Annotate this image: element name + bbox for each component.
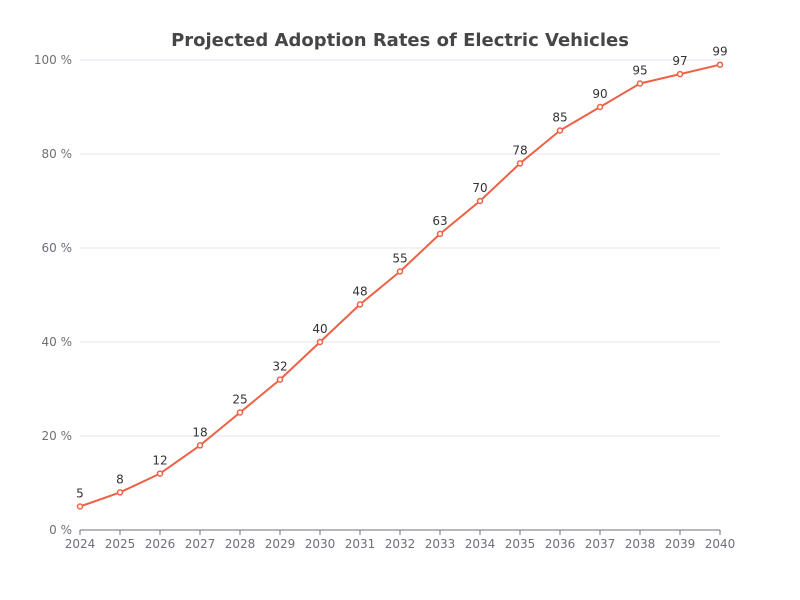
data-label: 70 xyxy=(472,181,487,195)
data-label: 85 xyxy=(552,111,567,125)
data-label: 99 xyxy=(712,45,727,59)
data-label: 25 xyxy=(232,393,247,407)
data-point xyxy=(396,268,404,275)
data-point xyxy=(556,127,564,134)
data-label: 97 xyxy=(672,54,687,68)
data-point xyxy=(636,80,644,87)
x-tick-label: 2037 xyxy=(585,537,616,551)
x-tick-label: 2030 xyxy=(305,537,336,551)
data-label: 63 xyxy=(432,214,447,228)
data-label: 48 xyxy=(352,284,367,298)
data-point xyxy=(356,301,364,308)
data-label: 90 xyxy=(592,87,607,101)
x-tick-label: 2038 xyxy=(625,537,656,551)
x-tick-label: 2039 xyxy=(665,537,696,551)
x-tick-label: 2031 xyxy=(345,537,376,551)
data-point xyxy=(76,503,84,510)
data-point xyxy=(436,230,444,238)
y-tick-label: 20 % xyxy=(42,429,73,443)
x-tick-label: 2035 xyxy=(505,537,536,551)
x-tick-label: 2028 xyxy=(225,537,256,551)
y-tick-label: 80 % xyxy=(42,147,73,161)
x-tick-label: 2029 xyxy=(265,537,296,551)
data-label: 12 xyxy=(152,454,167,468)
data-label: 55 xyxy=(392,252,407,266)
data-label: 8 xyxy=(116,472,124,486)
x-tick-label: 2024 xyxy=(65,537,96,551)
data-point xyxy=(276,376,284,383)
x-tick-label: 2034 xyxy=(465,537,496,551)
y-tick-label: 40 % xyxy=(42,335,73,349)
data-point xyxy=(156,470,164,477)
x-tick-label: 2026 xyxy=(145,537,176,551)
data-point xyxy=(476,197,484,205)
x-tick-label: 2025 xyxy=(105,537,136,551)
data-point xyxy=(196,442,204,449)
series-line xyxy=(79,63,721,508)
data-label: 5 xyxy=(76,487,84,501)
data-label: 95 xyxy=(632,64,647,78)
data-point xyxy=(116,489,124,496)
data-label: 18 xyxy=(192,425,207,439)
y-tick-label: 100 % xyxy=(34,53,72,67)
y-tick-label: 60 % xyxy=(42,241,73,255)
x-tick-label: 2032 xyxy=(385,537,416,551)
x-tick-label: 2033 xyxy=(425,537,456,551)
chart-title: Projected Adoption Rates of Electric Veh… xyxy=(171,30,629,51)
y-tick-label: 0 % xyxy=(49,523,72,537)
data-point xyxy=(236,409,244,416)
x-tick-label: 2040 xyxy=(705,537,736,551)
data-point xyxy=(676,70,684,78)
data-label: 40 xyxy=(312,322,327,336)
x-tick-label: 2036 xyxy=(545,537,576,551)
data-point xyxy=(516,160,524,167)
data-point xyxy=(316,338,324,346)
data-point xyxy=(716,61,724,68)
data-label: 78 xyxy=(512,143,527,157)
data-point xyxy=(596,103,604,111)
data-label: 32 xyxy=(272,360,287,374)
x-tick-label: 2027 xyxy=(185,537,216,551)
